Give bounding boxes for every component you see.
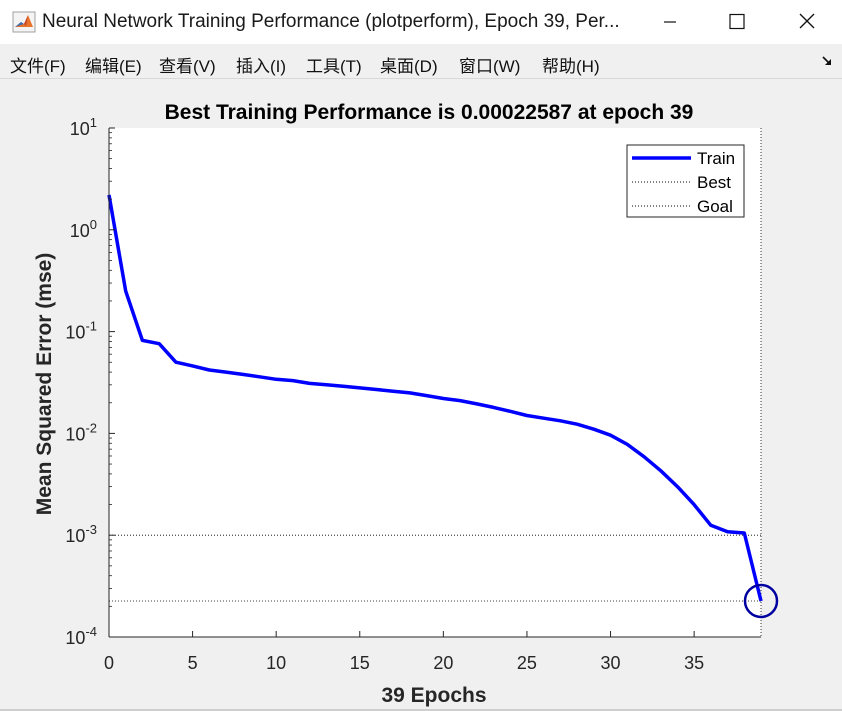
y-tick-label: 10-3 (65, 522, 97, 546)
menu-window[interactable]: 窗口(W) (459, 57, 521, 76)
x-tick-label: 35 (684, 653, 704, 673)
title-bar: Neural Network Training Performance (plo… (0, 0, 842, 44)
menu-view[interactable]: 查看(V) (159, 57, 216, 76)
legend-label: Best (697, 173, 731, 192)
matlab-icon (12, 10, 36, 34)
x-tick-label: 15 (350, 653, 370, 673)
menu-insert[interactable]: 插入(I) (236, 57, 287, 76)
y-tick-label: 10-4 (65, 624, 97, 648)
legend-label: Goal (697, 197, 733, 216)
close-button[interactable] (772, 0, 842, 44)
close-icon (799, 13, 815, 29)
maximize-icon (729, 13, 745, 30)
menu-desktop[interactable]: 桌面(D) (380, 57, 438, 76)
x-tick-label: 30 (601, 653, 621, 673)
menu-edit[interactable]: 编辑(E) (85, 57, 142, 76)
best-point-marker (743, 583, 779, 619)
legend-label: Train (697, 149, 735, 168)
y-tick-label: 10-1 (65, 319, 97, 343)
x-tick-label: 25 (517, 653, 537, 673)
menu-file[interactable]: 文件(F) (10, 57, 66, 76)
x-tick-label: 20 (433, 653, 453, 673)
chart-title: Best Training Performance is 0.00022587 … (165, 101, 694, 124)
maximize-button[interactable] (702, 0, 772, 44)
chart: Best Training Performance is 0.00022587 … (0, 79, 842, 709)
y-tick-label: 10-2 (65, 420, 97, 444)
menu-help[interactable]: 帮助(H) (542, 57, 600, 76)
x-axis-label: 39 Epochs (381, 684, 486, 707)
train-series-line (107, 194, 763, 602)
minimize-button[interactable] (634, 0, 704, 44)
menu-bar: 文件(F) 编辑(E) 查看(V) 插入(I) 工具(T) 桌面(D) 窗口(W… (0, 44, 842, 78)
x-tick-label: 5 (188, 653, 198, 673)
window-bottom-border (0, 709, 842, 711)
y-tick-label: 100 (70, 217, 97, 241)
dock-arrow-icon[interactable] (820, 54, 834, 68)
x-tick-label: 0 (104, 653, 114, 673)
minimize-icon (664, 21, 676, 23)
menu-separator (0, 78, 842, 79)
menu-tools[interactable]: 工具(T) (306, 57, 362, 76)
window-title: Neural Network Training Performance (plo… (42, 11, 620, 32)
x-tick-label: 10 (266, 653, 286, 673)
y-tick-label: 101 (70, 115, 97, 139)
y-axis-label: Mean Squared Error (mse) (33, 253, 56, 516)
